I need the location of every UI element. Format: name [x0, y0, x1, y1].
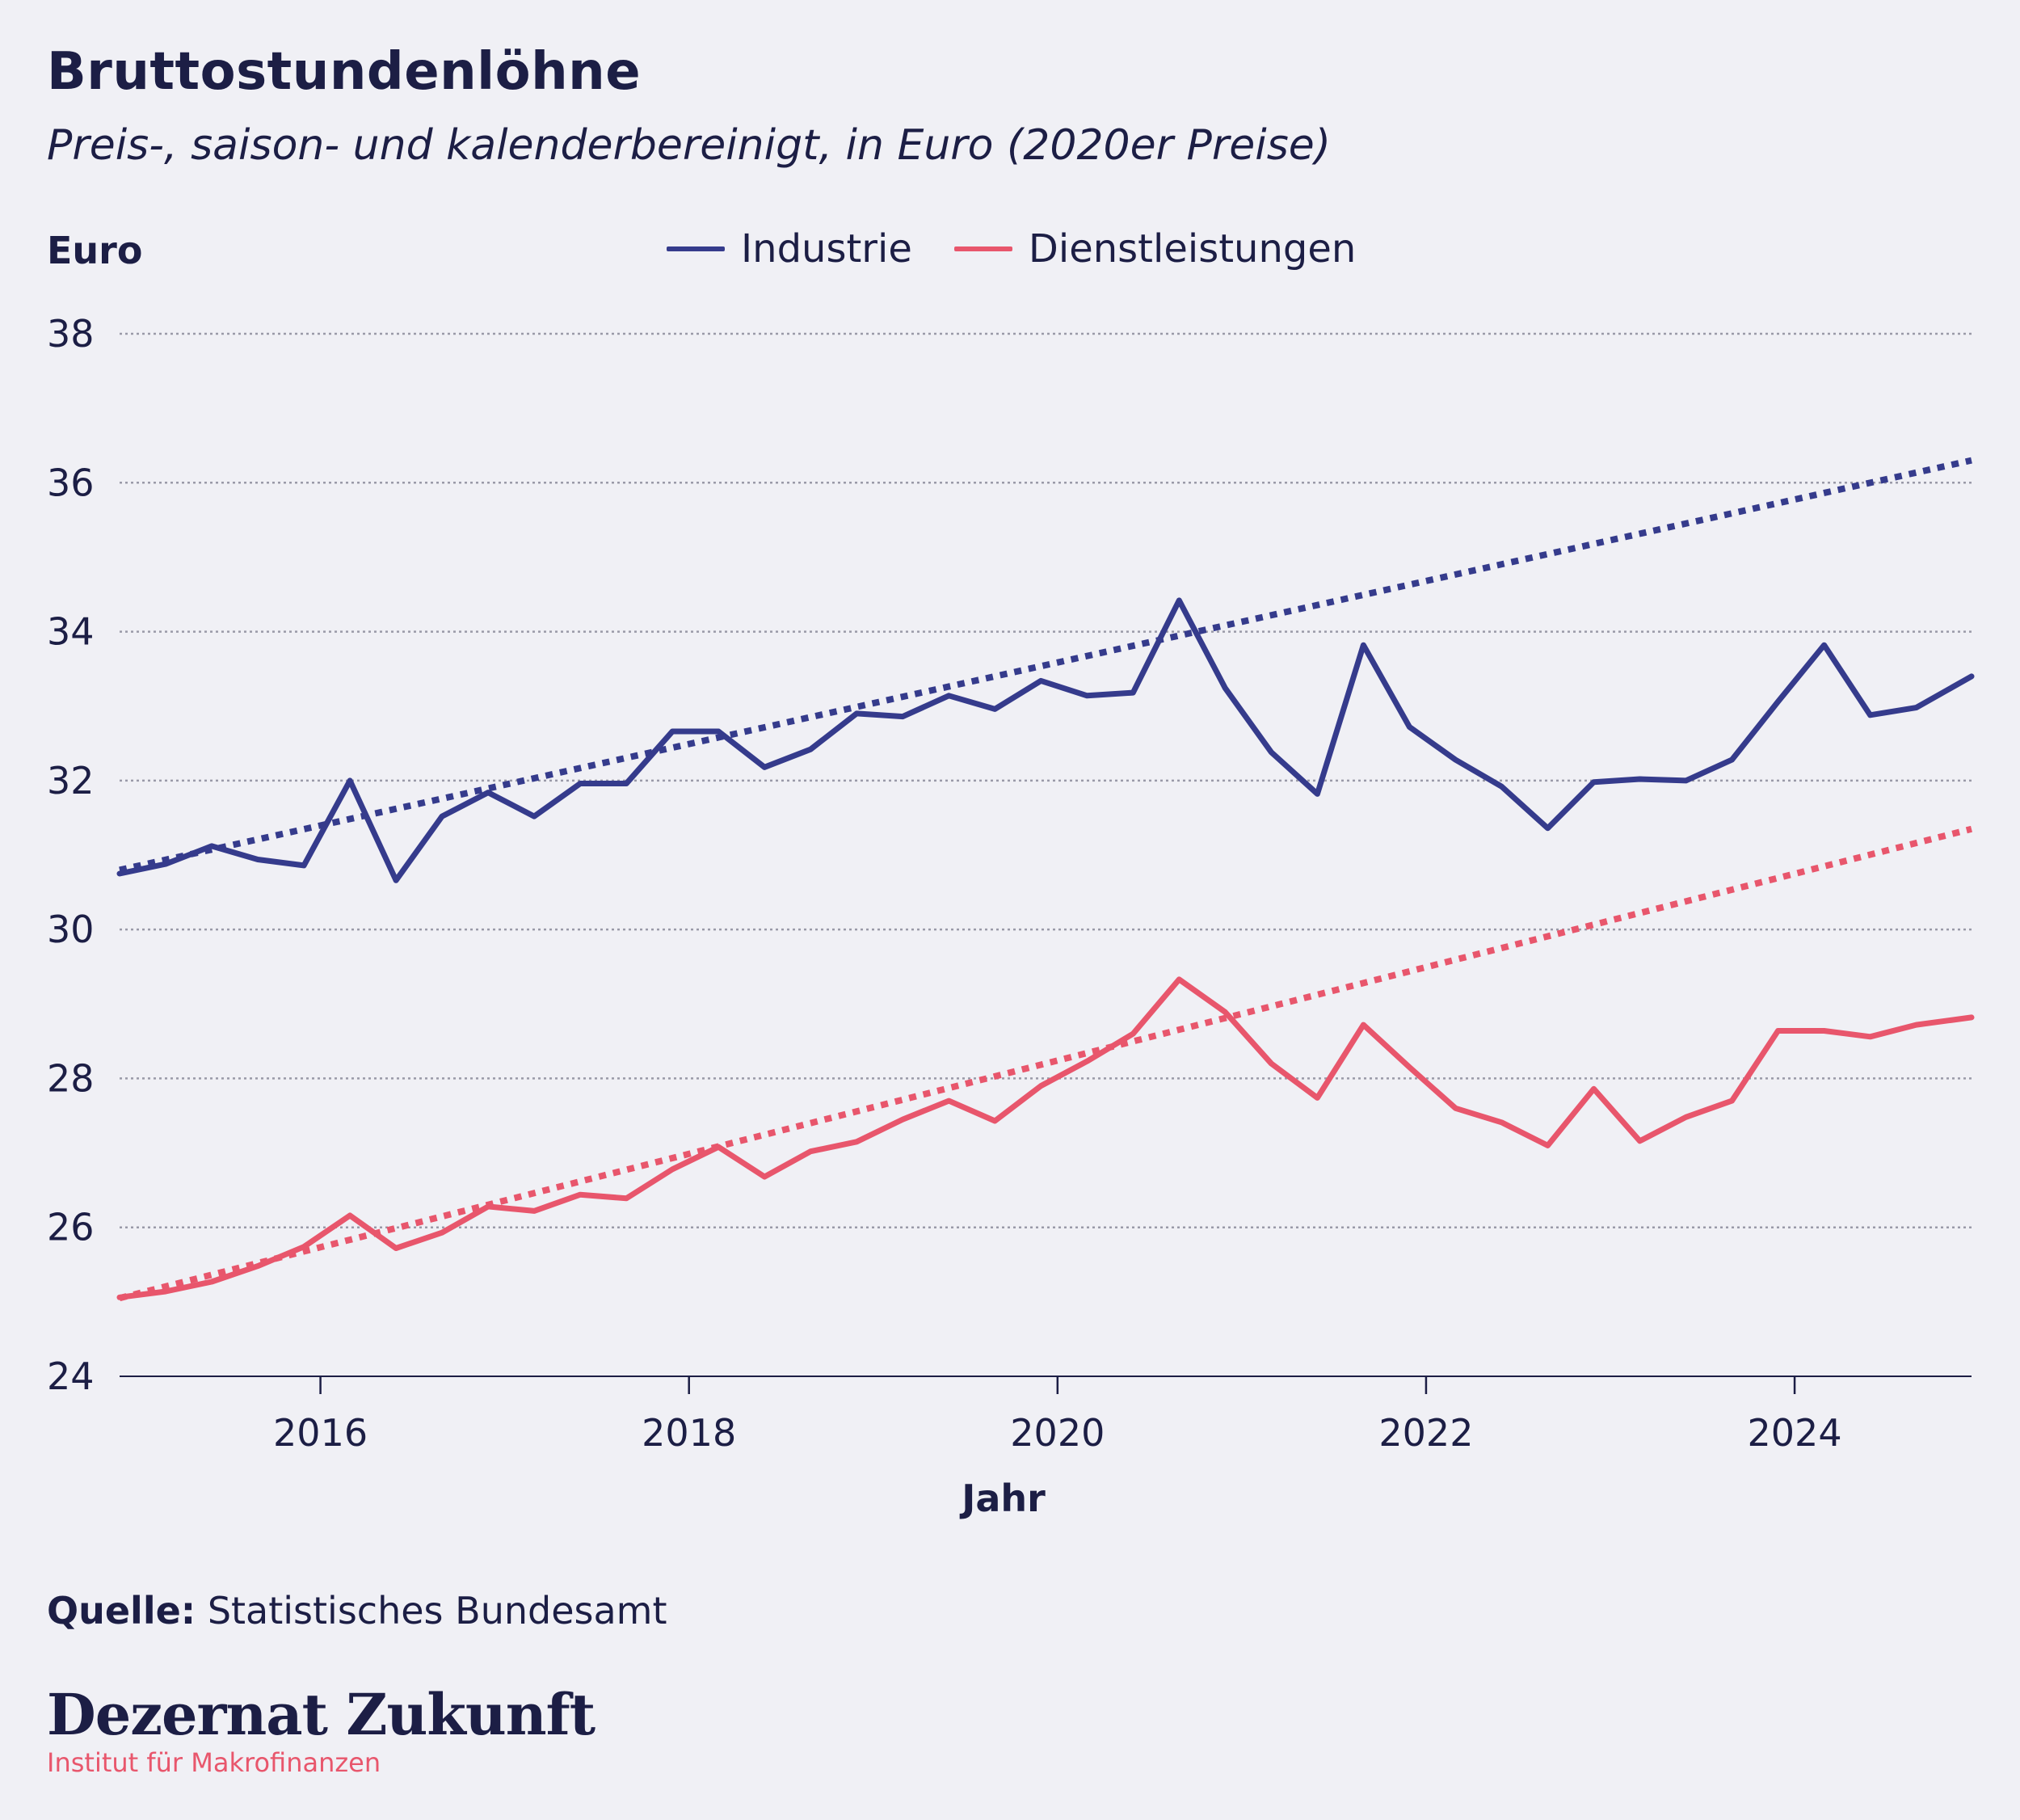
x-tick-label-2020: 2020	[1010, 1411, 1105, 1455]
y-tick-label-30: 30	[47, 908, 95, 951]
x-tick-label-2024: 2024	[1748, 1411, 1842, 1455]
y-axis-label: Euro	[47, 229, 143, 272]
source-label: Quelle:	[47, 1589, 196, 1633]
trendline-industrie	[119, 457, 1972, 874]
x-axis-label: Jahr	[959, 1477, 1046, 1520]
x-tick-label-2018: 2018	[642, 1411, 736, 1455]
series-line-dienstleistungen	[116, 976, 1975, 1300]
y-tick-label-24: 24	[47, 1354, 95, 1398]
series-line-industrie	[116, 597, 1975, 883]
x-tick-label-2016: 2016	[273, 1411, 368, 1455]
x-tick-label-2022: 2022	[1378, 1411, 1473, 1455]
y-tick-label-34: 34	[47, 610, 95, 654]
source-text: Statistisches Bundesamt	[207, 1589, 667, 1633]
y-tick-label-26: 26	[47, 1206, 95, 1249]
legend-swatch-dienstleistungen	[953, 246, 1012, 251]
legend-label-dienstleistungen: Dienstleistungen	[1028, 226, 1357, 272]
trendline-dienstleistungen	[119, 825, 1972, 1302]
y-tick-label-36: 36	[47, 461, 95, 504]
source-note: Quelle: Statistisches Bundesamt	[47, 1589, 667, 1633]
chart-subtitle: Preis-, saison- und kalenderbereinigt, i…	[47, 121, 1332, 170]
chart-title: Bruttostundenlöhne	[47, 42, 642, 102]
legend-label-industrie: Industrie	[741, 226, 912, 272]
y-tick-label-32: 32	[47, 759, 95, 803]
brand-logo: Dezernat Zukunft	[47, 1681, 595, 1748]
legend: Industrie Dienstleistungen	[667, 226, 1398, 272]
legend-item-industrie: Industrie	[667, 226, 912, 272]
brand-subtitle: Institut für Makrofinanzen	[47, 1747, 381, 1778]
y-tick-label-28: 28	[47, 1056, 95, 1100]
legend-swatch-industrie	[667, 246, 725, 251]
y-tick-label-38: 38	[47, 312, 95, 356]
legend-item-dienstleistungen: Dienstleistungen	[953, 226, 1357, 272]
